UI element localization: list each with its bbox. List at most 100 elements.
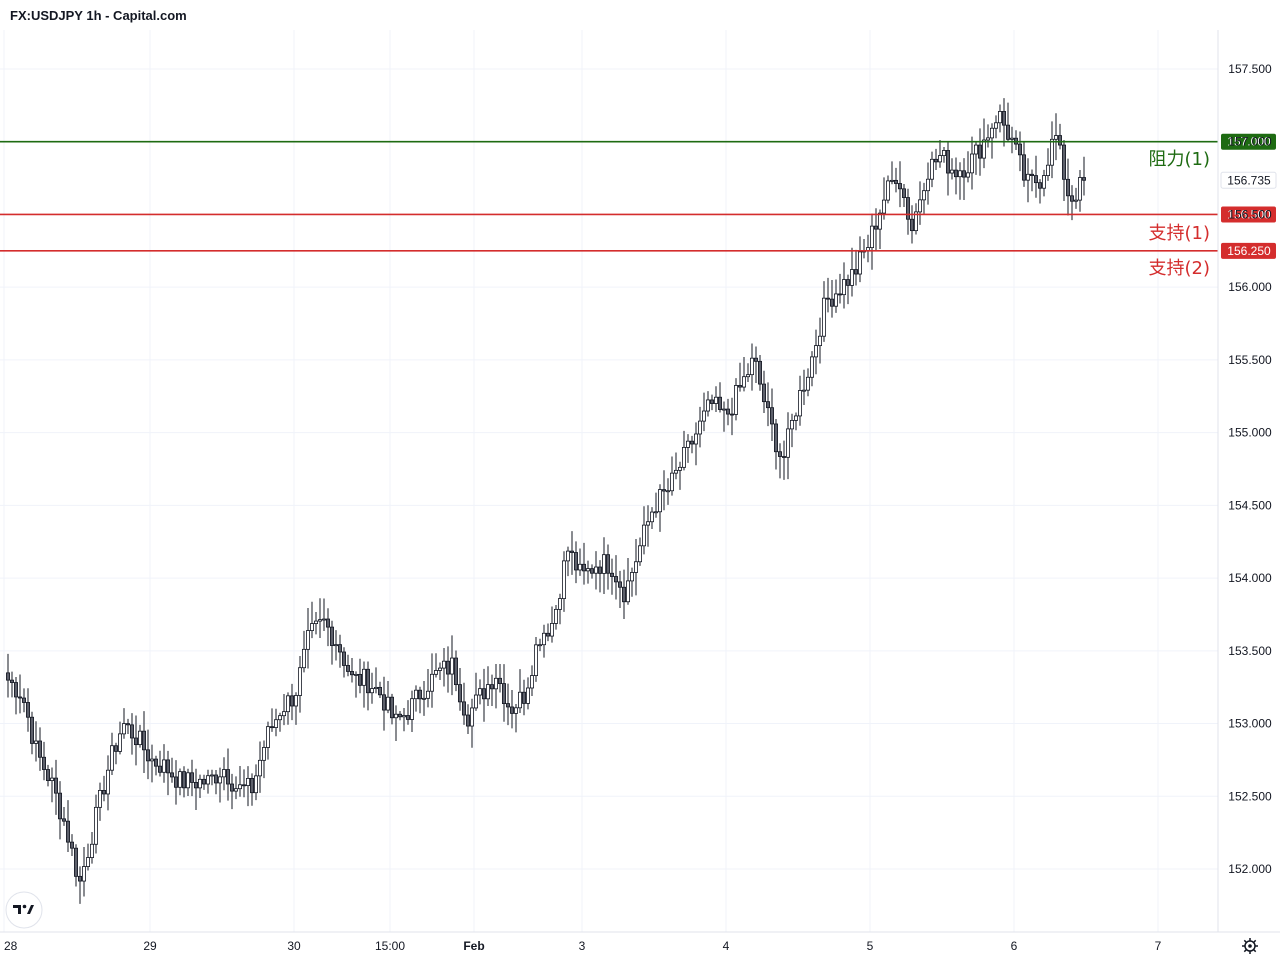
candle-body	[1034, 175, 1039, 184]
candle-body	[405, 715, 410, 720]
candle-body	[141, 730, 146, 751]
y-tick-label: 157.000	[1228, 135, 1272, 149]
candle-body	[622, 586, 627, 603]
candle-body	[606, 554, 611, 574]
candle-body	[922, 190, 927, 201]
candle-body	[1082, 177, 1087, 181]
support-1-label: 支持(1)	[1149, 223, 1211, 244]
candle-body	[106, 769, 111, 795]
candle-body	[201, 778, 206, 785]
candle-body	[110, 745, 115, 771]
candle-body	[518, 691, 523, 709]
candle-body	[998, 111, 1003, 124]
time-axis[interactable]: 28 29 30 15:00 Feb 3 4 5 6 7	[0, 931, 1280, 953]
candle-body	[453, 657, 458, 686]
last-price-text: 156.735	[1227, 173, 1271, 187]
candle-body	[281, 711, 286, 717]
candle-body	[493, 677, 498, 690]
candle-body	[421, 697, 426, 700]
candle-body	[161, 759, 166, 773]
candle-body	[86, 857, 91, 867]
candle-body	[369, 688, 374, 694]
candle-body	[13, 682, 18, 698]
candle-body	[706, 399, 711, 412]
candle-body	[457, 684, 462, 703]
candle-body	[1030, 173, 1035, 176]
candle-body	[858, 251, 863, 275]
candle-body	[558, 598, 563, 610]
candle-body	[738, 385, 743, 388]
candle-body	[58, 792, 63, 820]
candle-body	[646, 521, 651, 526]
candle-body	[269, 726, 274, 729]
candle-body	[610, 572, 615, 577]
candle-body	[734, 385, 739, 415]
candle-body	[702, 410, 707, 422]
y-tick-label: 154.500	[1228, 498, 1272, 512]
candle-body	[854, 269, 859, 275]
candle-body	[46, 769, 51, 781]
candle-body	[878, 212, 883, 230]
candle-body	[102, 790, 107, 795]
candle-body	[742, 376, 747, 388]
candle-body	[245, 778, 250, 786]
candle-body	[778, 451, 783, 457]
candle-body	[25, 702, 30, 718]
candle-body	[846, 279, 851, 286]
candle-body	[185, 772, 190, 789]
candle-body	[293, 695, 298, 707]
candle-body	[1002, 111, 1007, 126]
chart-grid	[0, 68, 1218, 870]
candle-body	[554, 608, 559, 624]
candle-body	[1022, 154, 1027, 181]
candle-body	[285, 695, 290, 713]
candle-body	[189, 772, 194, 783]
candle-body	[958, 170, 963, 178]
candle-body	[397, 713, 402, 718]
x-tick-label: Feb	[463, 939, 484, 953]
candle-body	[670, 472, 675, 492]
candle-body	[489, 684, 494, 690]
level-tag	[1221, 206, 1276, 223]
candle-body	[930, 158, 935, 180]
level-tag-text: 156.250	[1227, 244, 1271, 258]
candle-body	[942, 150, 947, 156]
candle-body	[321, 618, 326, 621]
candle-body	[241, 784, 246, 787]
candlestick-series	[6, 98, 1087, 904]
candle-body	[642, 524, 647, 547]
tradingview-logo-icon[interactable]	[5, 891, 43, 929]
candle-body	[1026, 173, 1031, 181]
candle-body	[938, 155, 943, 163]
candle-body	[1010, 137, 1015, 140]
candle-body	[122, 723, 127, 735]
candle-body	[501, 683, 506, 704]
candle-body	[221, 769, 226, 778]
candle-body	[393, 713, 398, 719]
candle-body	[98, 790, 103, 808]
gear-icon[interactable]	[1242, 938, 1258, 954]
candle-body	[730, 413, 735, 416]
candle-body	[401, 715, 406, 718]
candle-body	[698, 420, 703, 435]
candle-body	[481, 688, 486, 700]
candle-body	[129, 724, 134, 739]
candle-body	[461, 701, 466, 716]
candle-body	[365, 668, 370, 694]
candle-body	[305, 630, 310, 650]
candle-body	[70, 841, 75, 849]
candle-body	[118, 733, 123, 752]
candle-body	[297, 667, 302, 696]
x-tick-label: 29	[143, 939, 157, 953]
candle-body	[850, 269, 855, 286]
horizontal-levels: 157.000 156.500 156.250	[0, 133, 1276, 259]
candle-body	[205, 775, 210, 785]
level-tag	[1221, 133, 1276, 150]
candle-body	[786, 428, 791, 458]
candle-body	[437, 667, 442, 671]
price-axis[interactable]: 157.500 157.000 156.500 156.000 155.500 155.0…	[1217, 30, 1277, 932]
level-tag-text: 157.000	[1227, 135, 1271, 149]
resistance-1-label: 阻力(1)	[1149, 149, 1211, 170]
candle-body	[445, 660, 450, 675]
